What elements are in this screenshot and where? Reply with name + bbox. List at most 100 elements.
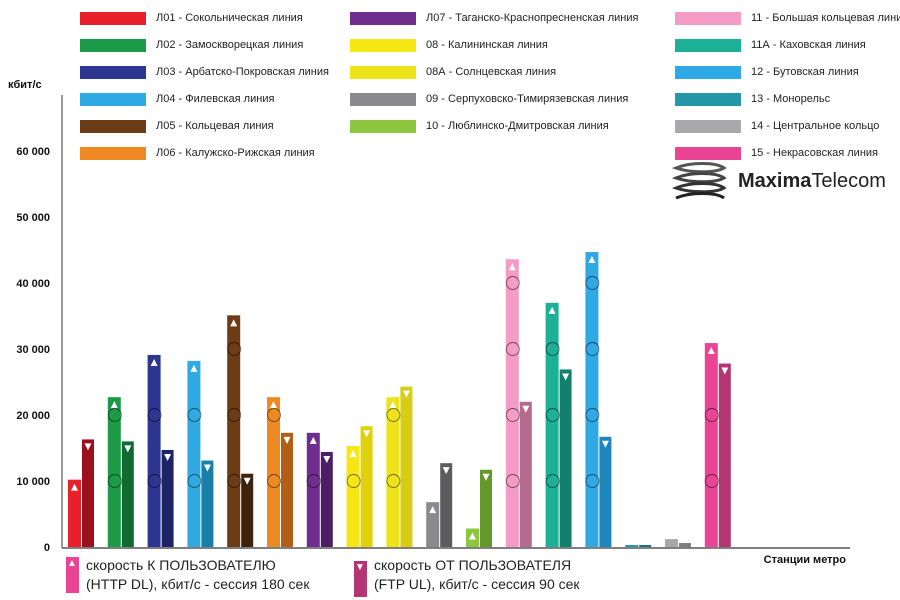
ul-triangle-10 [482, 473, 490, 481]
legend-label-11: 11 - Большая кольцевая линия [751, 12, 900, 24]
legend-swatch-Л04 [80, 93, 146, 106]
bar-dl-Л01 [68, 479, 81, 547]
legend-swatch-11 [675, 12, 741, 25]
ul-triangle-Л06 [283, 436, 291, 444]
bar-ul-Л06 [281, 432, 293, 547]
series-ul-label-line2: (FTP UL), кбит/с - сессия 90 сек [374, 576, 580, 592]
bar-marker-12-10 [585, 474, 600, 488]
legend-label-15: 15 - Некрасовская линия [751, 147, 879, 159]
bar-dl-08 [346, 446, 360, 547]
dl-triangle-08 [349, 450, 357, 458]
bar-marker-Л05-30 [227, 342, 242, 356]
legend-label-11А: 11А - Каховская линия [751, 39, 866, 51]
legend-swatch-Л01 [80, 12, 146, 25]
dl-triangle-11А [548, 306, 556, 314]
y-tick-label-5: 50 000 [16, 212, 50, 224]
bar-dl-Л05 [227, 315, 241, 547]
logo-text-part1: Maxima [738, 170, 812, 192]
legend-label-14: 14 - Центральное кольцо [751, 120, 880, 132]
ul-triangle-11А [562, 373, 570, 381]
bar-marker-15-10 [704, 474, 719, 488]
bar-ul-11А [559, 369, 572, 547]
bar-dl-13 [625, 545, 639, 547]
legend-swatch-Л03 [80, 66, 146, 79]
dl-triangle-09 [429, 506, 437, 514]
dl-triangle-15 [707, 347, 715, 355]
bar-ul-Л04 [201, 460, 214, 547]
bar-dl-14 [665, 539, 678, 547]
series-legend: ▲ скорость К ПОЛЬЗОВАТЕЛЮ (HTTP DL), кби… [66, 557, 626, 597]
triangle-up-icon: ▲ [67, 558, 77, 569]
bar-marker-Л05-20 [227, 408, 242, 422]
legend-label-Л07: Л07 - Таганско-Краснопресненская линия [426, 12, 639, 24]
dl-triangle-Л07 [309, 436, 317, 444]
y-tick-label-1: 10 000 [16, 476, 50, 488]
bar-dl-12 [585, 251, 599, 548]
legend-label-Л04: Л04 - Филевская линия [156, 93, 275, 105]
series-dl-label-line2: (HTTP DL), кбит/с - сессия 180 сек [86, 576, 310, 592]
bar-marker-Л03-20 [147, 408, 162, 422]
legend-label-Л06: Л06 - Калужско-Рижская линия [156, 147, 315, 159]
bar-marker-Л06-20 [267, 408, 281, 422]
ul-triangle-08А [402, 390, 410, 398]
ul-triangle-Л02 [124, 445, 132, 453]
bar-marker-Л07-10 [306, 474, 321, 488]
bar-ul-09 [440, 463, 453, 547]
dl-triangle-Л05 [230, 319, 238, 327]
legend-label-09: 09 - Серпуховско-Тимирязевская линия [426, 93, 629, 105]
legend-swatch-08А [350, 66, 416, 79]
ul-triangle-Л07 [323, 455, 331, 463]
logo-text: MaximaTelecom [738, 170, 886, 193]
x-axis-label: Станции метро [763, 554, 846, 566]
ul-triangle-Л01 [84, 443, 92, 451]
legend-swatch-Л05 [80, 120, 146, 133]
bar-dl-Л07 [306, 432, 320, 547]
legend-swatch-10 [350, 120, 416, 133]
bar-marker-11-30 [505, 342, 520, 356]
bar-ul-14 [679, 543, 691, 547]
bar-dl-Л02 [107, 397, 121, 547]
dl-triangle-Л01 [71, 483, 78, 491]
dl-triangle-Л06 [270, 401, 277, 409]
legend-swatch-09 [350, 93, 416, 106]
bar-dl-Л03 [147, 354, 161, 547]
legend-swatch-11А [675, 39, 741, 52]
logo-text-part2: Telecom [811, 170, 886, 192]
legend-swatch-Л06 [80, 147, 146, 160]
legend-swatch-Л07 [350, 12, 416, 25]
dl-triangle-Л03 [150, 358, 158, 366]
y-tick-label-0: 0 [44, 542, 50, 554]
dl-triangle-12 [588, 255, 596, 263]
bar-dl-11 [505, 259, 519, 547]
legend-swatch-14 [675, 120, 741, 133]
legend-swatch-15 [675, 147, 741, 160]
dl-triangle-Л02 [110, 401, 118, 409]
bar-dl-Л06 [267, 397, 280, 547]
legend-label-Л05: Л05 - Кольцевая линия [156, 120, 274, 132]
bar-dl-11А [545, 302, 559, 547]
bar-marker-12-40 [585, 276, 600, 290]
logo-coil-icon [671, 162, 727, 200]
bar-ul-08А [400, 386, 413, 547]
bar-marker-08-10 [346, 474, 361, 488]
bar-marker-11-10 [505, 474, 520, 488]
legend-swatch-08 [350, 39, 416, 52]
bar-marker-Л04-10 [187, 474, 202, 488]
bar-dl-15 [704, 343, 718, 547]
legend-swatch-12 [675, 66, 741, 79]
ul-triangle-Л03 [164, 453, 172, 461]
y-tick-label-6: 60 000 [16, 146, 50, 158]
dl-triangle-11 [508, 263, 516, 271]
dl-triangle-08А [389, 401, 397, 409]
bar-marker-Л02-10 [107, 474, 122, 488]
legend-swatch-Л02 [80, 39, 146, 52]
legend-label-08А: 08А - Солнцевская линия [426, 66, 557, 78]
ul-triangle-Л04 [203, 464, 211, 472]
bar-marker-12-20 [585, 408, 600, 422]
triangle-down-icon: ▼ [355, 562, 365, 573]
bar-ul-11 [519, 401, 532, 547]
bar-marker-Л06-10 [267, 474, 281, 488]
legend-label-10: 10 - Люблинско-Дмитровская линия [426, 120, 609, 132]
bar-marker-Л02-20 [107, 408, 122, 422]
